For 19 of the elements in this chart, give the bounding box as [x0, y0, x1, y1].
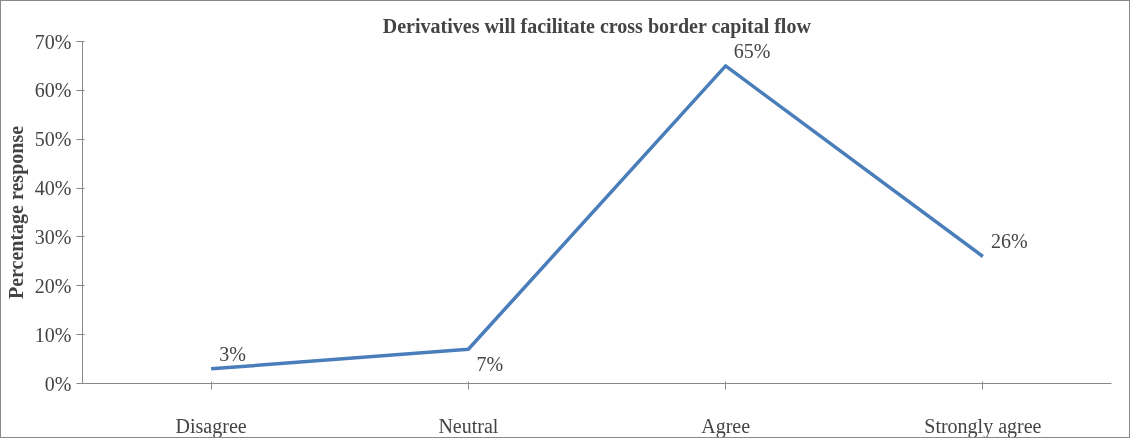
y-tick-label: 70% — [34, 30, 72, 53]
x-tick-label: Neutral — [438, 414, 499, 437]
data-label: 7% — [476, 353, 504, 376]
y-tick-label: 50% — [34, 128, 72, 151]
chart-title: Derivatives will facilitate cross border capital flow — [382, 14, 812, 38]
y-axis-title: Percentage response — [4, 125, 28, 300]
y-tick-label: 30% — [34, 225, 72, 248]
x-tick-label: Strongly agree — [924, 414, 1042, 438]
data-label: 26% — [990, 230, 1028, 253]
y-tick-label: 40% — [34, 177, 72, 200]
y-tick-label: 0% — [44, 372, 72, 395]
data-label: 65% — [733, 39, 771, 62]
x-tick-label: Disagree — [175, 414, 247, 438]
y-tick-label: 20% — [34, 274, 72, 297]
data-label: 3% — [219, 342, 246, 365]
x-tick-label: Agree — [701, 414, 751, 438]
y-tick-label: 10% — [34, 323, 72, 346]
line-series — [209, 64, 985, 371]
y-tick-label: 60% — [34, 79, 72, 102]
